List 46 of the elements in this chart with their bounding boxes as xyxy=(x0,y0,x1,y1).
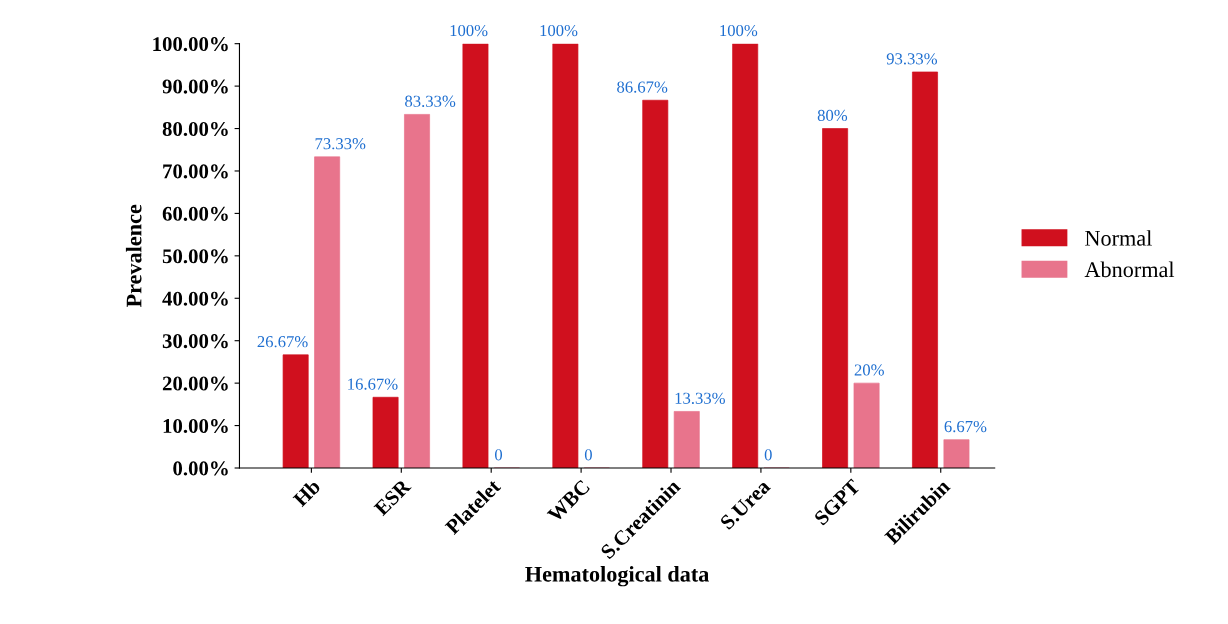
bar xyxy=(282,354,309,468)
bar xyxy=(853,382,880,468)
bar xyxy=(732,43,759,468)
y-tick-label: 50.00% xyxy=(162,249,228,264)
x-tick-label: ESR xyxy=(373,478,412,517)
bar xyxy=(404,114,430,468)
data-label: 80% xyxy=(817,109,848,122)
data-label: 6.67% xyxy=(944,420,987,433)
data-label: 26.67% xyxy=(257,336,308,348)
data-label: 83.33% xyxy=(405,95,456,107)
y-tick-label: 0.00% xyxy=(173,461,228,476)
data-label: 73.33% xyxy=(315,138,366,150)
bar xyxy=(372,396,399,468)
legend-label: Abnormal xyxy=(1084,261,1175,278)
bar xyxy=(462,43,489,468)
legend-label: Normal xyxy=(1085,230,1152,246)
data-label: 100% xyxy=(540,24,578,37)
data-label: 93.33% xyxy=(886,53,938,65)
data-label: 13.33% xyxy=(675,392,725,404)
y-tick-label: 40.00% xyxy=(162,291,228,306)
x-axis-title: Hematological data xyxy=(525,566,709,587)
data-label: 86.67% xyxy=(617,81,668,93)
data-label: 20% xyxy=(854,364,884,376)
x-tick-label: Hb xyxy=(291,478,322,508)
bar xyxy=(552,43,579,468)
y-tick-label: 10.00% xyxy=(163,418,228,434)
data-label: 0 xyxy=(584,449,592,461)
bar xyxy=(314,156,341,468)
data-label: 0 xyxy=(764,449,772,461)
bar xyxy=(943,439,970,468)
y-axis-title: Prevalence xyxy=(125,204,142,308)
y-tick-label: 70.00% xyxy=(163,164,228,179)
bar xyxy=(912,71,938,468)
data-label: 0 xyxy=(494,449,503,461)
bar xyxy=(673,411,700,468)
y-tick-label: 30.00% xyxy=(162,334,228,349)
y-tick-label: 60.00% xyxy=(162,206,228,221)
data-label: 100% xyxy=(720,24,758,37)
y-tick-label: 90.00% xyxy=(162,79,228,94)
y-tick-label: 100.00% xyxy=(153,37,228,52)
bar xyxy=(822,128,849,468)
y-tick-label: 80.00% xyxy=(162,121,228,137)
y-tick-label: 20.00% xyxy=(162,376,228,391)
data-label: 16.67% xyxy=(348,378,398,390)
data-label: 100% xyxy=(450,24,488,37)
bar xyxy=(642,99,669,468)
